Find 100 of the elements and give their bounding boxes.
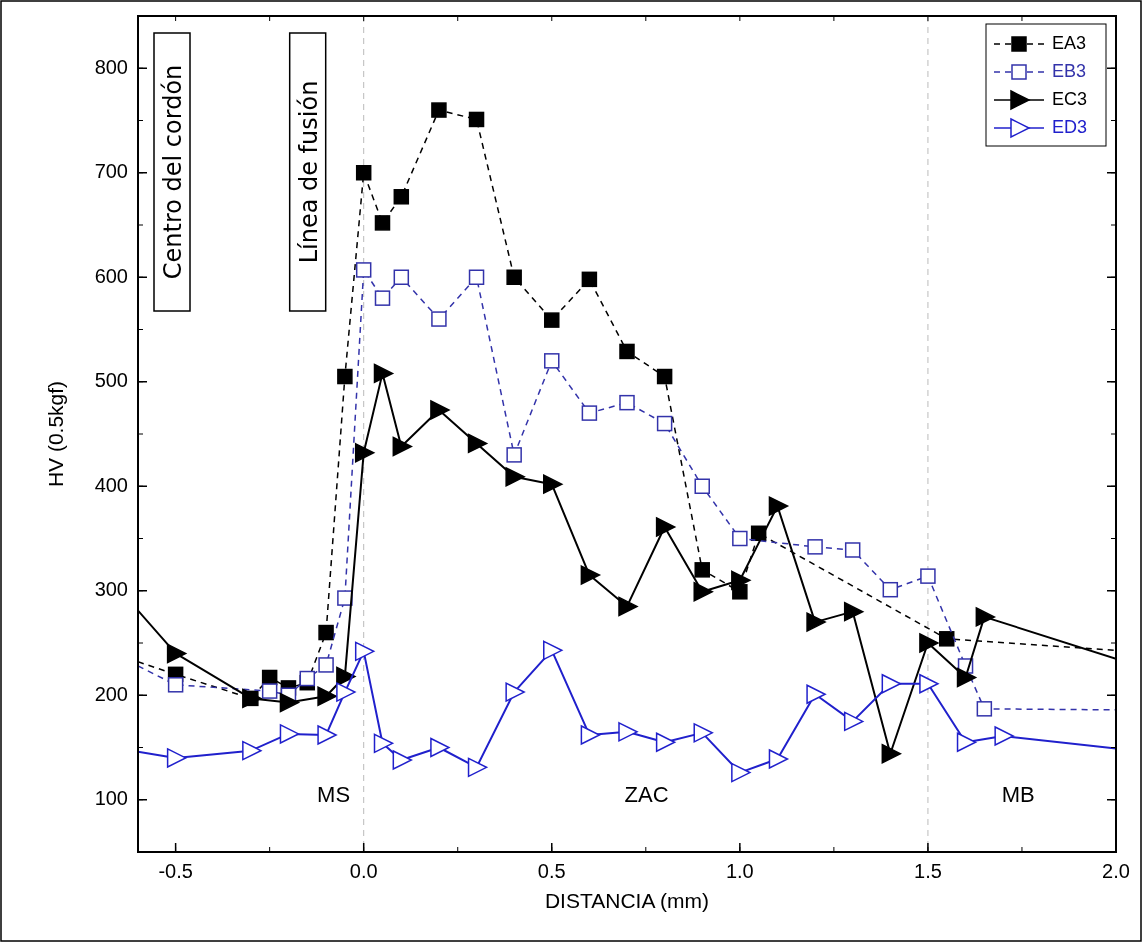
point (355, 165, 372, 181)
point (581, 271, 598, 288)
legend-label: EB3 (1052, 60, 1087, 81)
point (467, 433, 488, 454)
y-tick-label: 800 (94, 55, 128, 78)
legend-label: ED3 (1052, 116, 1088, 137)
point (768, 496, 789, 516)
point (279, 724, 300, 744)
annotation: MB (1001, 781, 1035, 807)
point (618, 722, 638, 742)
point (543, 474, 563, 494)
point (431, 102, 447, 118)
point (355, 262, 372, 278)
point (768, 749, 789, 769)
point (976, 701, 993, 717)
point (619, 343, 635, 360)
point (166, 643, 187, 664)
point (731, 570, 751, 591)
point (468, 269, 485, 285)
point (882, 581, 899, 598)
ref-line-label: Línea de fusión (294, 80, 323, 264)
x-tick-label: 0.5 (537, 860, 566, 882)
point (167, 677, 184, 693)
annotation: MS (317, 781, 351, 807)
point (392, 750, 413, 770)
point (261, 683, 278, 699)
point (881, 674, 902, 694)
point (956, 667, 977, 688)
point (618, 596, 638, 617)
point (468, 111, 485, 128)
point (843, 711, 864, 732)
y-tick-label: 500 (94, 369, 128, 392)
point (543, 640, 563, 661)
point (919, 674, 939, 694)
y-tick-label: 200 (94, 682, 128, 705)
y-tick-label: 300 (94, 578, 128, 601)
point (374, 290, 391, 306)
x-tick-label: 2.0 (1102, 860, 1130, 882)
point (354, 641, 375, 662)
point (336, 682, 356, 702)
point (467, 757, 488, 778)
x-tick-label: 1.5 (914, 860, 942, 882)
point (318, 624, 334, 641)
point (694, 562, 710, 578)
point (166, 748, 187, 768)
point (544, 312, 560, 328)
point (844, 542, 861, 558)
point (373, 363, 394, 384)
point (393, 269, 410, 285)
point (393, 189, 410, 205)
point (656, 415, 673, 432)
point (505, 682, 525, 702)
point (693, 582, 713, 602)
point (881, 744, 902, 764)
point (317, 725, 337, 745)
annotation: ZAC (624, 781, 669, 807)
y-axis-title: HV (0.5kgf) (44, 380, 67, 488)
annotation: Centro del cordón (159, 64, 187, 280)
point (354, 443, 375, 463)
point (919, 633, 939, 653)
x-axis-title: DISTANCIA (mm) (544, 889, 710, 912)
point (843, 601, 864, 622)
point (655, 517, 676, 537)
point (938, 631, 955, 647)
y-tick-label: 700 (94, 160, 128, 183)
point (374, 215, 391, 231)
point (655, 732, 676, 753)
point (242, 740, 262, 761)
point (336, 666, 356, 687)
point (994, 726, 1014, 746)
point (956, 732, 977, 753)
point (279, 692, 300, 713)
y-tick-label: 100 (94, 787, 128, 810)
point (619, 394, 635, 411)
point (806, 612, 826, 632)
x-tick-label: 0.0 (349, 860, 378, 882)
point (580, 725, 601, 745)
x-tick-label: -0.5 (158, 860, 193, 882)
point (337, 368, 353, 385)
point (506, 269, 522, 285)
y-tick-label: 400 (94, 473, 128, 496)
point (505, 467, 525, 487)
point (430, 737, 450, 758)
y-tick-label: 600 (94, 264, 128, 287)
point (806, 684, 826, 704)
x-tick-label: 1.0 (725, 860, 754, 882)
point (693, 723, 713, 743)
point (299, 670, 316, 687)
point (656, 368, 673, 385)
point (732, 530, 748, 547)
point (731, 762, 751, 783)
legend-label: EC3 (1052, 88, 1088, 109)
point (392, 436, 413, 457)
legend-label: EA3 (1052, 32, 1087, 53)
point (580, 565, 601, 585)
point (373, 733, 394, 754)
point (975, 607, 996, 627)
point (430, 400, 450, 420)
point (581, 405, 598, 421)
point (317, 686, 337, 707)
